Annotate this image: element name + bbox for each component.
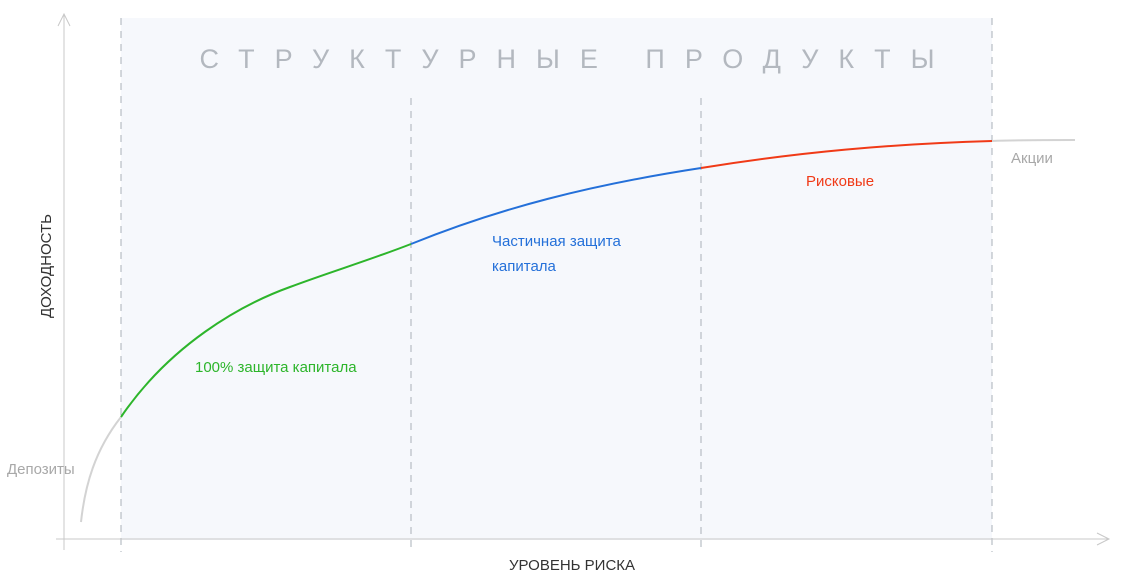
curve-partial-protection [410, 167, 702, 245]
curve-deposits [80, 416, 122, 523]
partial-protection-label-line1: Частичная защита [492, 233, 621, 250]
zone-title: СТРУКТУРНЫЕ ПРОДУКТЫ [199, 44, 954, 74]
curve-full-protection [120, 243, 412, 418]
y-axis-label: ДОХОДНОСТЬ [38, 214, 55, 318]
risky-label: Рисковые [806, 173, 874, 190]
structured-products-zone [121, 18, 992, 540]
x-axis-arrow [1096, 532, 1111, 546]
curve-risky [700, 140, 993, 169]
deposits-label: Депозиты [7, 461, 75, 478]
curve-stocks [991, 139, 1076, 142]
y-axis-arrow [57, 12, 71, 27]
full-protection-label: 100% защита капитала [195, 359, 357, 376]
x-axis-label: УРОВЕНЬ РИСКА [509, 557, 635, 574]
stocks-label: Акции [1011, 150, 1053, 167]
partial-protection-label-line2: капитала [492, 258, 557, 275]
